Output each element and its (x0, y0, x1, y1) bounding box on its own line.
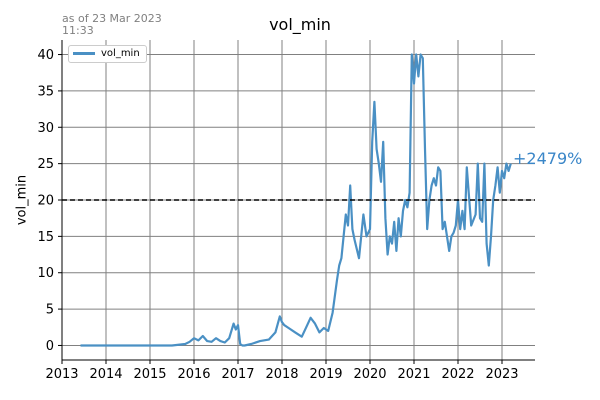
chart-title: vol_min (269, 15, 331, 34)
legend: vol_min (68, 45, 147, 63)
change-annotation: +2479% (513, 149, 583, 168)
series-line-vol_min (80, 53, 512, 347)
x-tick-label: 2017 (221, 367, 254, 382)
as-of-timestamp: as of 23 Mar 2023 11:33 (62, 12, 162, 37)
y-tick-label: 35 (37, 84, 54, 99)
y-tick-label: 5 (46, 303, 54, 318)
x-tick-label: 2015 (133, 367, 166, 382)
y-tick-label: 20 (37, 194, 54, 209)
x-tick-label: 2016 (177, 367, 210, 382)
y-tick-label: 0 (46, 339, 54, 354)
y-tick-label: 15 (37, 230, 54, 245)
x-tick-label: 2013 (45, 367, 78, 382)
x-tick-label: 2023 (485, 367, 518, 382)
x-tick-label: 2014 (89, 367, 122, 382)
x-tick-label: 2018 (265, 367, 298, 382)
y-tick-label: 40 (37, 48, 54, 63)
x-tick-label: 2019 (309, 367, 342, 382)
x-tick-label: 2022 (441, 367, 474, 382)
y-tick-label: 30 (37, 121, 54, 136)
legend-label: vol_min (101, 48, 140, 59)
y-tick-label: 25 (37, 157, 54, 172)
x-tick-label: 2021 (397, 367, 430, 382)
y-tick-label: 10 (37, 266, 54, 281)
legend-swatch (73, 52, 95, 55)
x-tick-label: 2020 (353, 367, 386, 382)
